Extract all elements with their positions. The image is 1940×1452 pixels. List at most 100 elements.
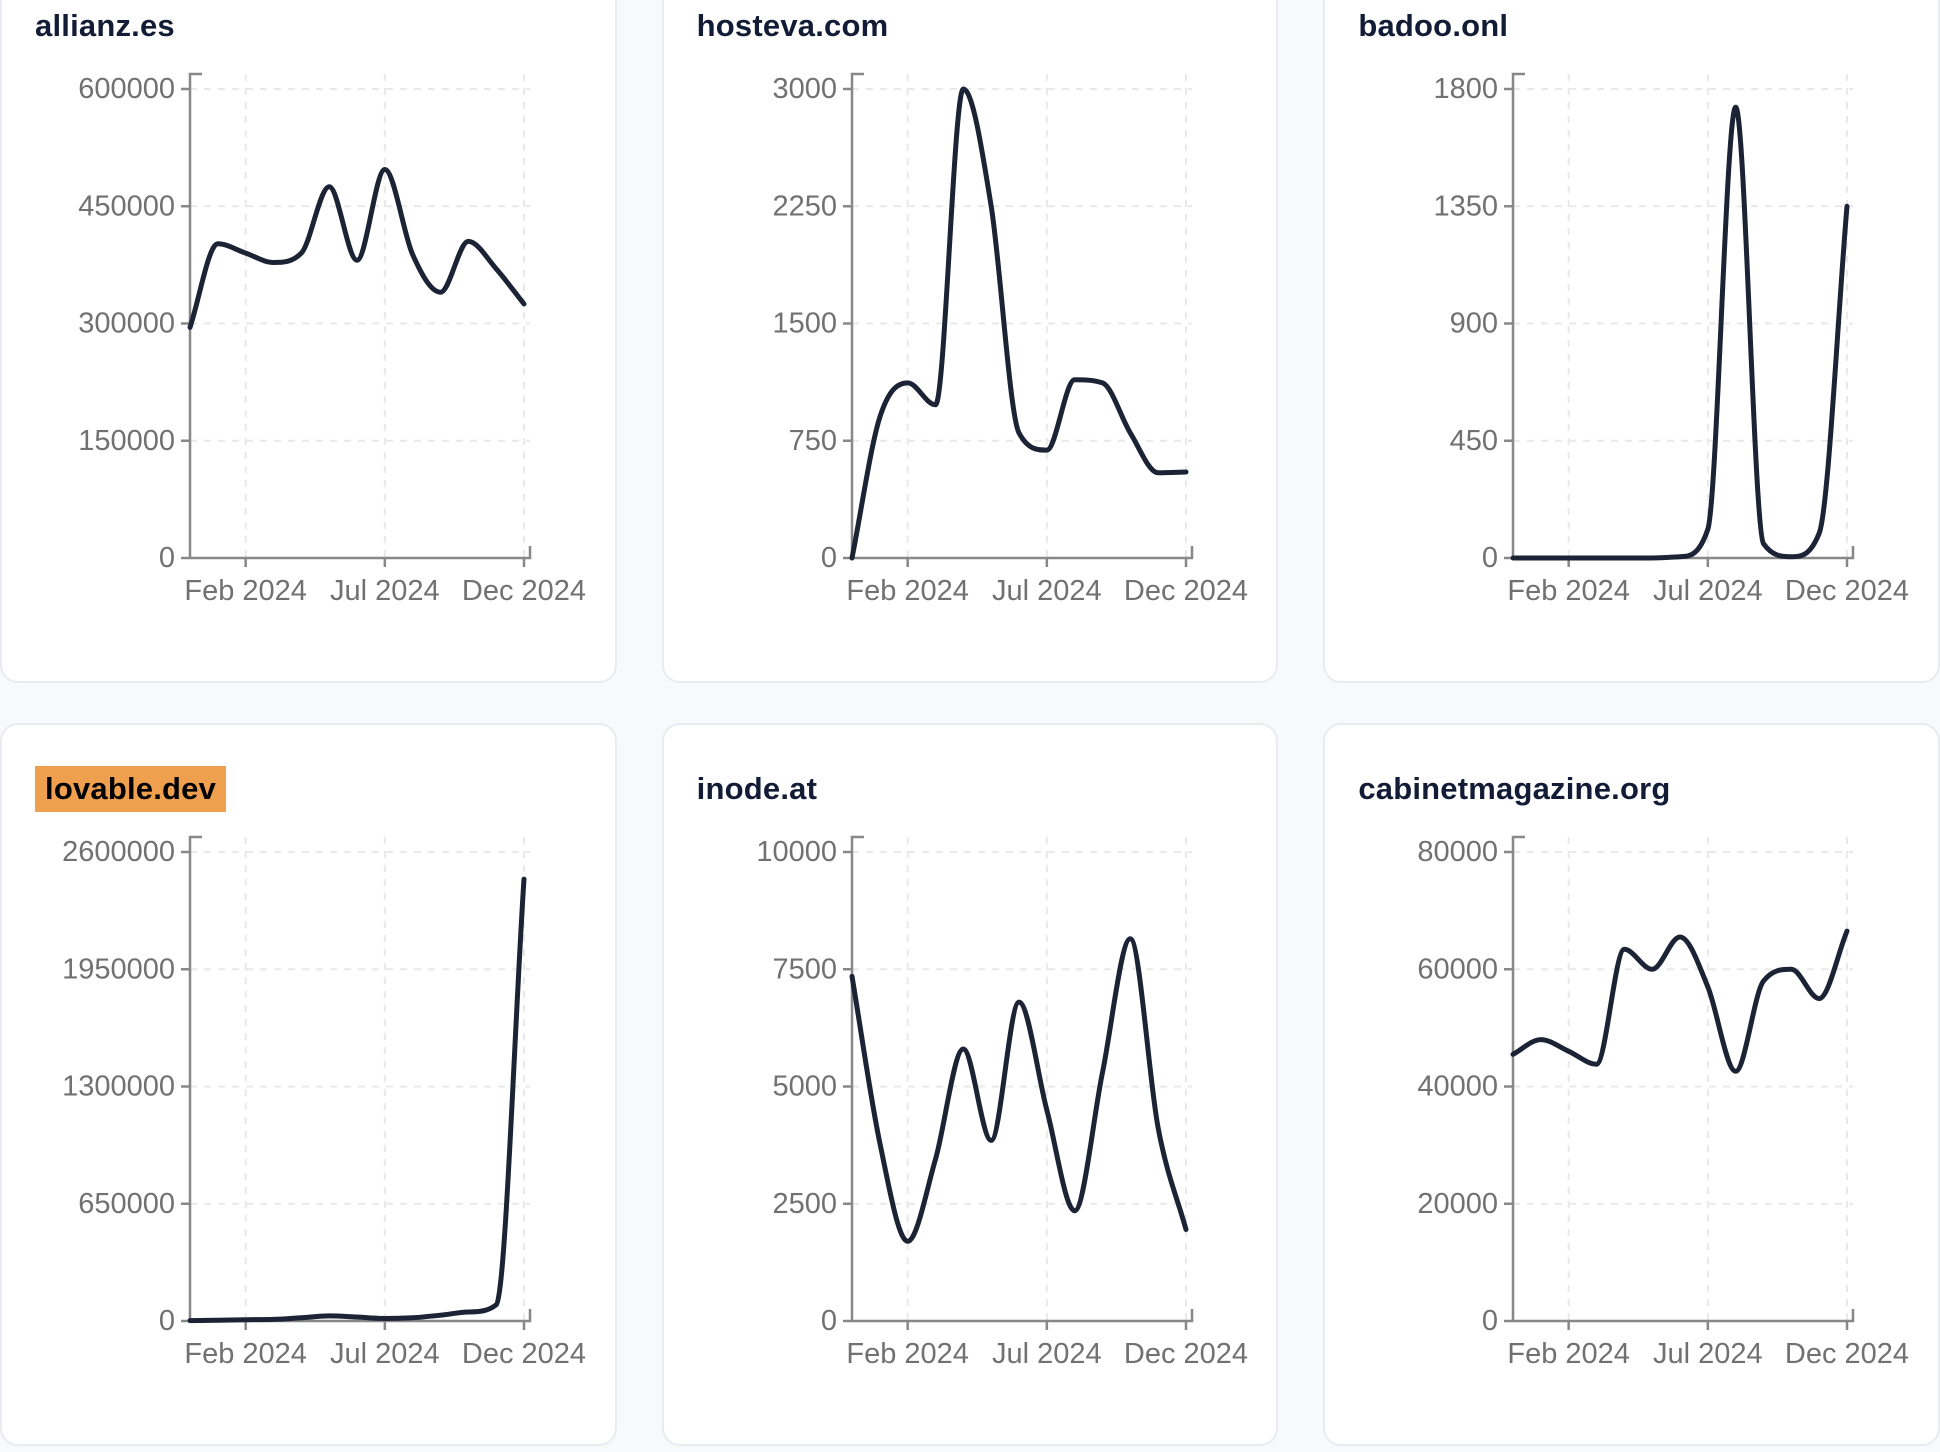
y-axis <box>188 835 202 1321</box>
x-axis <box>851 1309 1193 1323</box>
y-axis <box>188 72 202 558</box>
x-tick-label: Jul 2024 <box>330 575 440 607</box>
y-tick-label: 750 <box>788 425 836 457</box>
y-tick-label: 1350 <box>1434 190 1499 222</box>
axes <box>1504 835 1855 1330</box>
chart-title-row: inode.at <box>697 767 1277 811</box>
y-tick-label: 1800 <box>1434 73 1499 105</box>
axes <box>181 835 532 1330</box>
chart-title: cabinetmagazine.org <box>1358 771 1671 806</box>
y-tick-label: 450000 <box>78 190 175 222</box>
line-chart: 0 20000 40000 60000 80000 Feb 2024 Jul 2024 Dec… <box>1418 835 1910 1370</box>
x-tick-label: Feb 2024 <box>1508 1338 1631 1370</box>
x-tick-label: Jul 2024 <box>992 575 1102 607</box>
y-tick-label: 1500 <box>772 308 837 340</box>
chart-title: allianz.es <box>35 8 175 43</box>
chart-card: cabinetmagazine.org 0 20000 40000 60000 8000… <box>1323 723 1940 1446</box>
x-tick-label: Jul 2024 <box>1653 575 1763 607</box>
y-tick-label: 10000 <box>756 836 837 868</box>
y-tick-label: 60000 <box>1418 953 1499 985</box>
x-tick-label: Jul 2024 <box>330 1338 440 1370</box>
series-line <box>1510 104 1850 561</box>
tick-labels: 0 750 1500 2250 3000 Feb 2024 Jul 2024 Dec 2024 <box>772 73 1248 607</box>
x-axis <box>190 1309 532 1323</box>
chart-title: lovable.dev <box>35 766 227 812</box>
chart-title: inode.at <box>696 771 818 806</box>
x-axis <box>190 546 532 560</box>
y-tick-label: 150000 <box>78 425 175 457</box>
chart-title: badoo.onl <box>1358 8 1509 43</box>
x-tick-label: Dec 2024 <box>1785 1338 1909 1370</box>
x-tick-label: Dec 2024 <box>1785 575 1909 607</box>
y-tick-label: 1300000 <box>62 1071 175 1103</box>
series-line <box>187 876 527 1324</box>
y-tick-label: 5000 <box>772 1071 837 1103</box>
y-tick-label: 2500 <box>772 1188 837 1220</box>
gridlines <box>1513 74 1854 558</box>
axes <box>181 72 532 567</box>
line-chart: 0 450 900 1350 1800 Feb 2024 Jul 2024 Dec 2024 <box>1434 72 1910 607</box>
y-tick-label: 0 <box>1482 542 1498 574</box>
series-line <box>849 86 1189 561</box>
x-tick-label: Dec 2024 <box>1124 575 1248 607</box>
y-tick-label: 0 <box>821 542 837 574</box>
gridlines <box>851 837 1192 1321</box>
x-tick-label: Feb 2024 <box>1508 575 1631 607</box>
y-tick-label: 0 <box>821 1305 837 1337</box>
x-tick-label: Feb 2024 <box>846 1338 969 1370</box>
axes <box>842 835 1193 1330</box>
x-tick-label: Feb 2024 <box>184 575 307 607</box>
y-tick-label: 650000 <box>78 1188 175 1220</box>
chart-title-row: cabinetmagazine.org <box>1358 767 1938 811</box>
y-axis <box>1512 835 1526 1321</box>
series-line <box>187 167 527 330</box>
gridlines <box>1513 837 1854 1321</box>
y-tick-label: 2250 <box>772 190 837 222</box>
y-axis <box>850 835 864 1321</box>
x-axis <box>1513 1309 1855 1323</box>
x-tick-label: Dec 2024 <box>462 1338 586 1370</box>
x-tick-label: Jul 2024 <box>1653 1338 1763 1370</box>
series-line <box>1510 928 1850 1074</box>
axes <box>1504 72 1855 567</box>
y-tick-label: 40000 <box>1418 1071 1499 1103</box>
tick-labels: 0 20000 40000 60000 80000 Feb 2024 Jul 2024 Dec… <box>1418 836 1910 1370</box>
y-tick-label: 450 <box>1450 425 1498 457</box>
line-chart: 0 2500 5000 7500 10000 Feb 2024 Jul 2024 Dec 20… <box>756 835 1248 1370</box>
chart-card: lovable.dev 0 650000 1300000 1950000 2600000… <box>0 723 617 1446</box>
line-chart: 0 750 1500 2250 3000 Feb 2024 Jul 2024 Dec 2024 <box>772 72 1248 607</box>
y-tick-label: 80000 <box>1418 836 1499 868</box>
axes <box>842 72 1193 567</box>
y-tick-label: 300000 <box>78 308 175 340</box>
y-tick-label: 2600000 <box>62 836 175 868</box>
gridlines <box>190 837 530 1321</box>
chart-title-row: lovable.dev <box>35 766 615 812</box>
chart-card: hosteva.com 0 750 1500 2250 3000 Feb 2024 Jul … <box>661 0 1279 683</box>
tick-labels: 0 150000 300000 450000 600000 Feb 2024 Jul 202… <box>78 73 586 607</box>
y-tick-label: 1950000 <box>62 953 175 985</box>
chart-title: hosteva.com <box>696 8 889 43</box>
tick-labels: 0 450 900 1350 1800 Feb 2024 Jul 2024 Dec 2024 <box>1434 73 1910 607</box>
y-axis <box>1512 72 1526 558</box>
y-tick-label: 0 <box>159 1305 175 1337</box>
x-tick-label: Feb 2024 <box>184 1338 307 1370</box>
chart-card: badoo.onl 0 450 900 1350 1800 Feb 2024 Jul 202… <box>1323 0 1940 683</box>
y-tick-label: 0 <box>159 542 175 574</box>
x-axis <box>851 546 1193 560</box>
chart-card: inode.at 0 2500 5000 7500 10000 Feb 2024 Jul 2… <box>661 723 1279 1446</box>
y-tick-label: 600000 <box>78 73 175 105</box>
x-tick-label: Feb 2024 <box>846 575 969 607</box>
y-tick-label: 7500 <box>772 953 837 985</box>
gridlines <box>190 74 530 558</box>
tick-labels: 0 650000 1300000 1950000 2600000 Feb 2024 Jul … <box>62 836 586 1370</box>
gridlines <box>851 74 1192 558</box>
y-tick-label: 900 <box>1450 308 1498 340</box>
chart-title-row: badoo.onl <box>1358 4 1938 48</box>
tick-labels: 0 2500 5000 7500 10000 Feb 2024 Jul 2024 Dec 20… <box>756 836 1248 1370</box>
x-tick-label: Jul 2024 <box>992 1338 1102 1370</box>
chart-title-row: hosteva.com <box>697 4 1277 48</box>
y-tick-label: 0 <box>1482 1305 1498 1337</box>
line-chart: 0 650000 1300000 1950000 2600000 Feb 2024 Jul … <box>62 835 586 1370</box>
y-tick-label: 20000 <box>1418 1188 1499 1220</box>
